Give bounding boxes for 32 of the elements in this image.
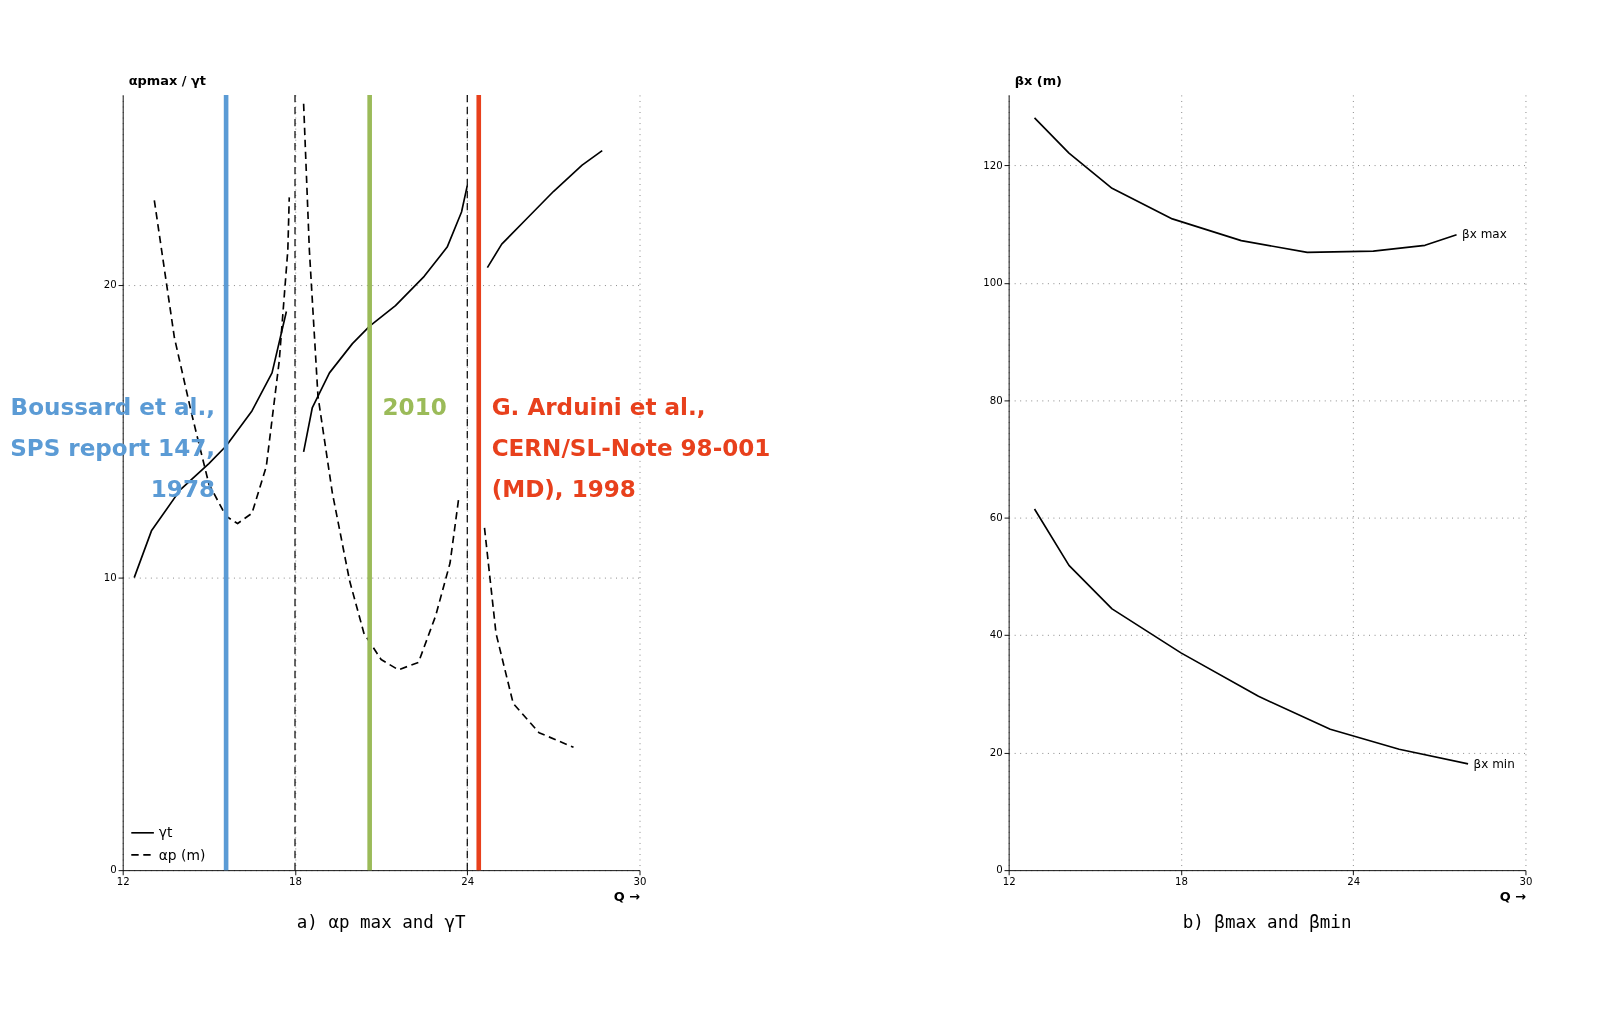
y-tick-label: 20	[103, 279, 117, 291]
y-tick-label: 40	[989, 629, 1003, 641]
x-tick-label: 30	[633, 876, 647, 888]
y-tick-label: 100	[983, 277, 1003, 289]
x-tick-label: 30	[1519, 876, 1533, 888]
x-tick-label: 12	[116, 876, 130, 888]
y-tick-label: 20	[989, 746, 1003, 758]
annotation: G. Arduini et al., CERN/SL-Note 98-001 (MD), 1998	[491, 394, 771, 502]
y-tick-label: 0	[110, 864, 117, 876]
x-axis-title: Q →	[613, 889, 641, 905]
x-tick-label: 12	[1002, 876, 1016, 888]
annotation: 2010	[382, 394, 447, 421]
y-tick-label: 10	[103, 571, 117, 583]
x-tick-label: 24	[1347, 876, 1361, 888]
x-tick-label: 18	[1174, 876, 1188, 888]
y-tick-label: 0	[996, 864, 1003, 876]
y-tick-label: 60	[989, 512, 1003, 524]
legend-label: γt	[158, 824, 173, 841]
text: a) αp max and γT	[296, 912, 466, 933]
series-label: βx max	[1462, 227, 1507, 242]
text: b) βmax and βmin	[1182, 912, 1352, 933]
line-series	[1033, 508, 1469, 765]
x-tick-label: 24	[461, 876, 475, 888]
series-label: βx min	[1473, 756, 1515, 771]
line-series	[1033, 117, 1458, 254]
x-axis-title: Q →	[1499, 889, 1527, 905]
x-tick-label: 18	[289, 876, 302, 888]
y-axis-title: αpmax / γt	[128, 73, 206, 89]
y-tick-label: 120	[983, 159, 1003, 171]
y-tick-label: 80	[989, 394, 1003, 406]
legend-label: αp (m)	[158, 846, 206, 863]
y-axis-title: βx (m)	[1014, 73, 1062, 89]
